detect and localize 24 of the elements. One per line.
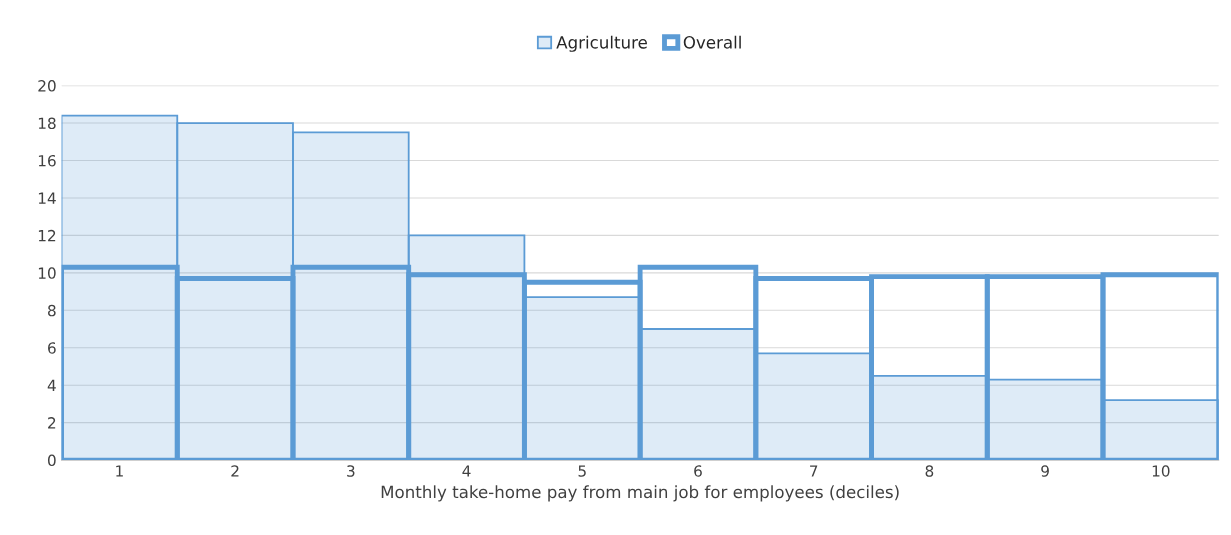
x-tick-label: 7 xyxy=(810,465,818,477)
legend-label: Overall xyxy=(683,35,741,49)
x-tick-label: 9 xyxy=(1041,465,1049,477)
x-tick-label: 1 xyxy=(116,465,123,477)
y-tick-label: 10 xyxy=(38,267,56,279)
y-tick-label: 6 xyxy=(48,342,56,354)
y-tick-label: 8 xyxy=(48,304,56,317)
y-tick-label: 4 xyxy=(47,379,56,391)
x-tick-label: 3 xyxy=(347,465,355,477)
x-tick-label: 6 xyxy=(694,465,702,477)
y-tick-label: 18 xyxy=(38,117,56,130)
x-tick-label: 8 xyxy=(925,465,934,477)
x-tick-label: 2 xyxy=(231,465,239,477)
x-tick-label: 10 xyxy=(1152,465,1170,477)
x-axis-title: Monthly take-home pay from main job for employees (deciles) xyxy=(381,485,899,502)
y-tick-label: 14 xyxy=(38,192,56,204)
x-tick-label: 5 xyxy=(578,465,586,477)
y-tick-label: 12 xyxy=(38,229,56,242)
legend-label: Agriculture xyxy=(556,35,647,52)
y-tick-label: 20 xyxy=(38,80,56,92)
y-tick-label: 0 xyxy=(47,454,56,467)
y-tick-label: 16 xyxy=(38,154,56,167)
y-tick-label: 2 xyxy=(48,417,56,429)
x-tick-label: 4 xyxy=(462,465,471,477)
